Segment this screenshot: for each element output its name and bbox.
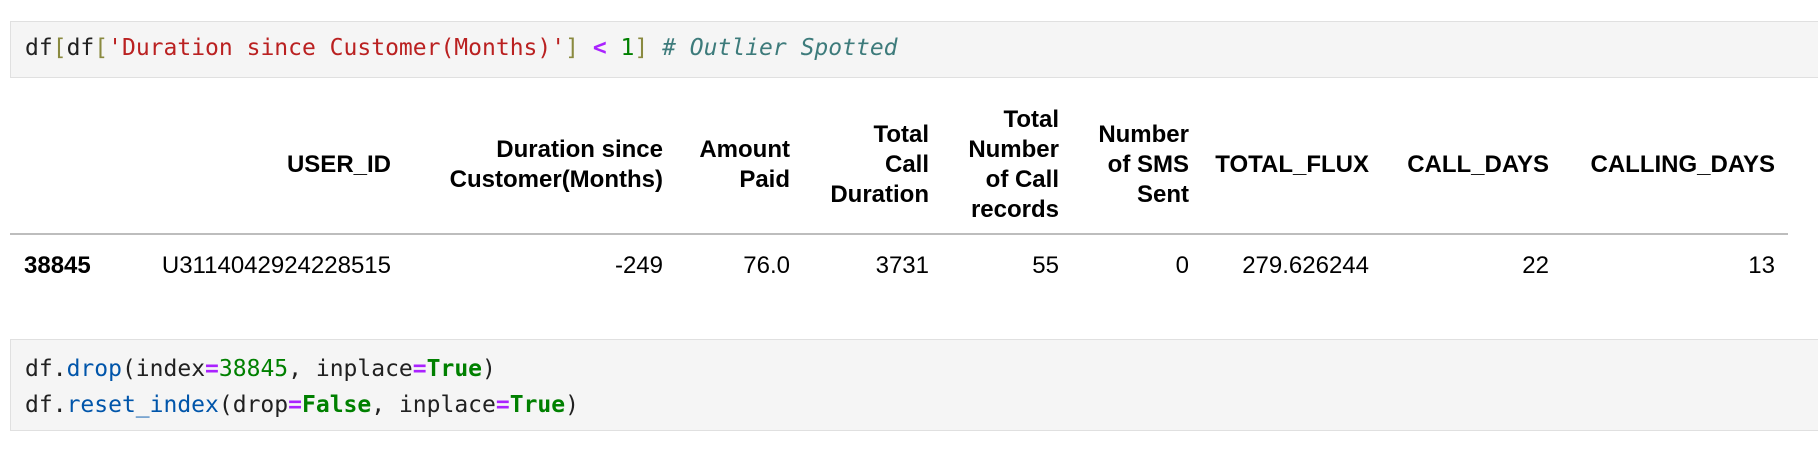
code-token: (index [121, 356, 206, 382]
table-cell: U3114042924228515 [161, 251, 391, 279]
column-header-line: Paid [739, 165, 790, 193]
column-header-line: Customer(Months) [449, 165, 663, 193]
table-body: 38845 U3114042924228515 -249 76.0 3731 55 0 279… [10, 234, 1788, 296]
code-line: df.reset_index(drop=False, inplace=True) [25, 387, 1818, 423]
code-operator: = [412, 356, 427, 382]
row-index: 38845 [24, 251, 91, 279]
column-header-line: Amount [699, 135, 790, 163]
code-token: ) [482, 356, 496, 382]
column-header-line: TOTAL_FLUX [1215, 150, 1369, 178]
table-cell: 279.626244 [1242, 251, 1369, 279]
column-header-line: records [970, 195, 1059, 223]
code-token: ] [565, 35, 579, 61]
code-method: reset_index [66, 392, 219, 418]
table-header-row: USER_ID Duration since Customer(Months) Amo… [10, 96, 1788, 235]
code-token: , inplace [371, 392, 496, 418]
code-cell-drop[interactable]: df.drop(index=38845, inplace=True) df.res… [10, 339, 1818, 431]
code-token: ] [634, 35, 649, 61]
code-operator: < [592, 35, 607, 61]
column-header-line: Call [884, 150, 929, 178]
table-cell: -249 [614, 251, 663, 279]
code-keyword: False [302, 392, 372, 418]
code-token: , inplace [288, 356, 413, 382]
table-cell: 13 [1748, 251, 1775, 279]
code-keyword: True [426, 356, 483, 382]
code-operator: = [205, 356, 219, 382]
code-token: (drop [218, 392, 289, 418]
table-cell: 55 [1032, 251, 1059, 279]
column-header: CALL_DAYS [1382, 96, 1562, 235]
code-number: 38845 [218, 356, 289, 382]
code-operator: = [288, 392, 302, 418]
code-string: 'Duration since Customer(Months)' [108, 35, 566, 61]
code-method: drop [66, 356, 122, 382]
code-token: . [52, 356, 67, 382]
column-header: TOTAL_FLUX [1202, 96, 1382, 235]
column-header-line: Total [873, 120, 929, 148]
column-header-line: Sent [1136, 180, 1189, 208]
column-header: CALLING_DAYS [1562, 96, 1788, 235]
column-header-line: Duration since [496, 135, 663, 163]
column-header: Amount Paid [676, 96, 803, 235]
code-token: [ [94, 35, 109, 61]
table-row: 38845 U3114042924228515 -249 76.0 3731 55 0 279… [10, 234, 1788, 296]
table-cell: 3731 [875, 251, 929, 279]
index-header [10, 96, 117, 235]
code-token: [ [52, 35, 67, 61]
table-cell: 0 [1175, 251, 1189, 279]
code-line: df[df['Duration since Customer(Months)']… [25, 33, 1818, 63]
code-number: 1 [620, 35, 635, 61]
column-header-line: of Call [985, 165, 1059, 193]
column-header-line: USER_ID [286, 150, 391, 178]
column-header: Total Number of Call records [942, 96, 1072, 235]
column-header: Duration since Customer(Months) [404, 96, 676, 235]
column-header-line: of SMS [1107, 150, 1189, 178]
column-header: Total Call Duration [803, 96, 942, 235]
code-operator: = [495, 392, 510, 418]
code-comment: # Outlier Spotted [662, 35, 898, 61]
column-header-line: Total [1003, 105, 1059, 133]
column-header-line: Duration [830, 180, 929, 208]
column-header: Number of SMS Sent [1072, 96, 1202, 235]
column-header-line: CALL_DAYS [1407, 150, 1549, 178]
table-cell: 76.0 [743, 251, 790, 279]
code-cell-filter[interactable]: df[df['Duration since Customer(Months)']… [10, 21, 1818, 78]
table-cell: 22 [1522, 251, 1549, 279]
column-header-line: Number [968, 135, 1059, 163]
code-token: df [25, 392, 53, 418]
column-header: USER_ID [117, 96, 404, 235]
code-line: df.drop(index=38845, inplace=True) [25, 351, 1818, 387]
code-token: ) [565, 392, 579, 418]
code-token: df [25, 356, 53, 382]
dataframe-table: USER_ID Duration since Customer(Months) Amo… [10, 96, 1788, 296]
column-header-line: CALLING_DAYS [1590, 150, 1775, 178]
column-header-line: Number [1098, 120, 1189, 148]
code-token: df [66, 35, 95, 61]
output-area: USER_ID Duration since Customer(Months) Amo… [10, 96, 1818, 318]
code-token: . [52, 392, 67, 418]
code-keyword: True [509, 392, 566, 418]
code-token: df [25, 35, 53, 61]
